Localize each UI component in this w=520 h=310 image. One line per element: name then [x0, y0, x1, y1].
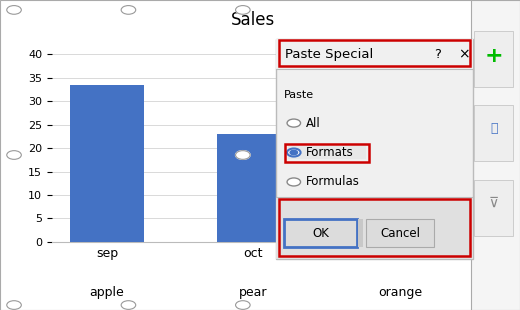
Text: Formulas: Formulas: [306, 175, 360, 188]
Text: ⊽: ⊽: [489, 196, 499, 210]
Text: orange: orange: [378, 286, 422, 299]
Bar: [217, 134, 290, 242]
Text: Cancel: Cancel: [380, 227, 420, 240]
Text: +: +: [485, 46, 503, 66]
Text: ×: ×: [458, 47, 469, 61]
Bar: [70, 85, 144, 242]
Text: All: All: [306, 117, 320, 130]
Title: Sales: Sales: [231, 11, 276, 29]
Text: 🖌: 🖌: [490, 122, 498, 135]
Text: pear: pear: [239, 286, 268, 299]
Text: OK: OK: [312, 227, 329, 240]
Text: Paste Special: Paste Special: [285, 48, 373, 61]
Text: ?: ?: [434, 48, 441, 61]
Bar: [363, 225, 437, 242]
Text: Formats: Formats: [306, 146, 354, 159]
Text: Paste: Paste: [284, 90, 314, 100]
Text: apple: apple: [89, 286, 124, 299]
